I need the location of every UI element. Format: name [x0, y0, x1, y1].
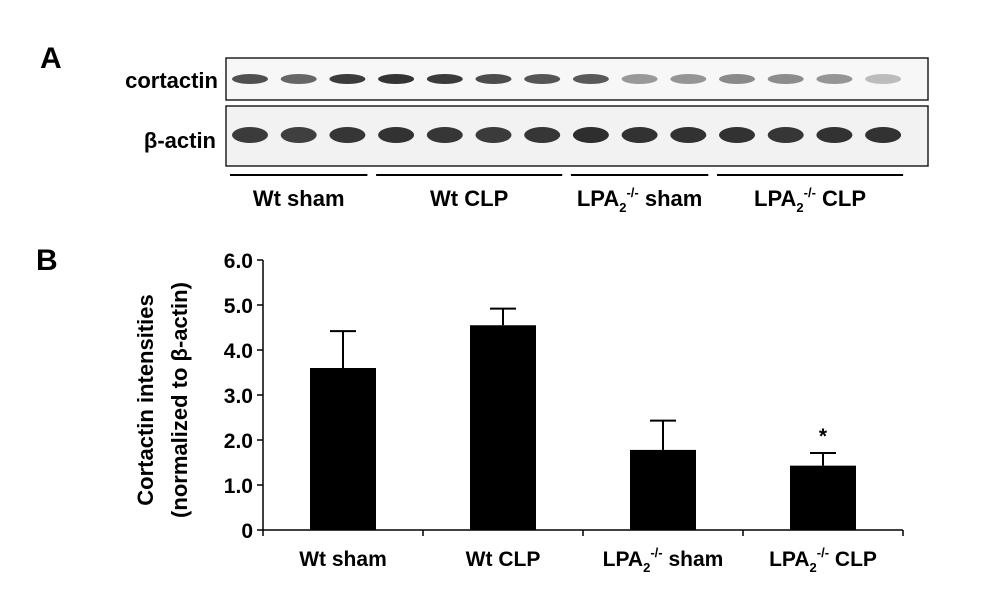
cortactin-band-lane-2	[280, 74, 317, 84]
cortactin-band-lane-14	[865, 74, 902, 84]
significance-marker: *	[819, 425, 828, 448]
cortactin-band-lane-7	[524, 74, 561, 84]
western-blot: cortactin β-actin Wt sham Wt CLP LPA2-/- s…	[125, 57, 929, 215]
bar-1	[310, 368, 376, 530]
cortactin-band-lane-12	[767, 74, 804, 84]
y-tick-label: 6.0	[224, 250, 253, 273]
cortactin-band-lane-6	[475, 74, 512, 84]
y-tick-label: 0	[241, 520, 253, 543]
cortactin-band-lane-3	[329, 74, 366, 84]
y-tick-label: 4.0	[224, 340, 253, 363]
blot-label-beta-actin: β-actin	[144, 128, 216, 153]
cortactin-band-lane-5	[426, 74, 463, 84]
cortactin-band-lane-4	[378, 74, 415, 84]
bar-2	[470, 325, 536, 530]
beta-actin-band-lane-1	[232, 127, 268, 143]
bar-3	[630, 449, 696, 530]
blot-group-label-1: Wt sham	[253, 186, 345, 211]
beta-actin-band-lane-4	[378, 127, 415, 143]
blot-group-label-3: LPA2-/- sham	[577, 185, 702, 215]
beta-actin-band-lane-12	[767, 127, 804, 143]
x-category-label-2: Wt CLP	[466, 548, 541, 571]
blot-group-label-4: LPA2-/- CLP	[754, 185, 866, 215]
blot-label-cortactin: cortactin	[125, 68, 218, 93]
beta-actin-band-lane-7	[524, 127, 561, 143]
cortactin-band-lane-8	[572, 74, 609, 84]
beta-actin-band-lane-10	[670, 127, 707, 143]
panel-a-label: A	[40, 42, 62, 75]
x-category-label-3: LPA2-/- sham	[603, 545, 724, 575]
cortactin-band-lane-1	[232, 74, 268, 84]
beta-actin-band-lane-2	[280, 127, 317, 143]
beta-actin-band-lane-8	[572, 127, 609, 143]
y-axis-title-line1: Cortactin intensities	[133, 294, 158, 505]
y-axis-title-line2: (normalized to β-actin)	[167, 282, 192, 518]
beta-actin-band-lane-11	[719, 127, 755, 143]
bar-4	[790, 465, 856, 530]
bar-chart: Cortactin intensities (normalized to β-a…	[133, 250, 904, 575]
y-tick-label: 2.0	[224, 430, 253, 453]
x-category-label-1: Wt sham	[299, 548, 387, 571]
cortactin-band-lane-10	[670, 74, 707, 84]
beta-actin-band-lane-6	[475, 127, 512, 143]
y-tick-label: 3.0	[224, 385, 253, 408]
cortactin-band-lane-9	[621, 74, 658, 84]
cortactin-band-lane-13	[816, 74, 853, 84]
cortactin-band-lane-11	[719, 74, 755, 84]
beta-actin-band-lane-14	[865, 127, 902, 143]
y-tick-label: 5.0	[224, 295, 253, 318]
x-category-label-4: LPA2-/- CLP	[769, 545, 877, 575]
beta-actin-band-lane-13	[816, 127, 853, 143]
blot-group-label-2: Wt CLP	[430, 186, 508, 211]
beta-actin-band-lane-3	[329, 127, 366, 143]
beta-actin-band-lane-9	[621, 127, 658, 143]
y-tick-label: 1.0	[224, 475, 253, 498]
beta-actin-band-lane-5	[426, 127, 463, 143]
panel-b-label: B	[36, 244, 58, 277]
